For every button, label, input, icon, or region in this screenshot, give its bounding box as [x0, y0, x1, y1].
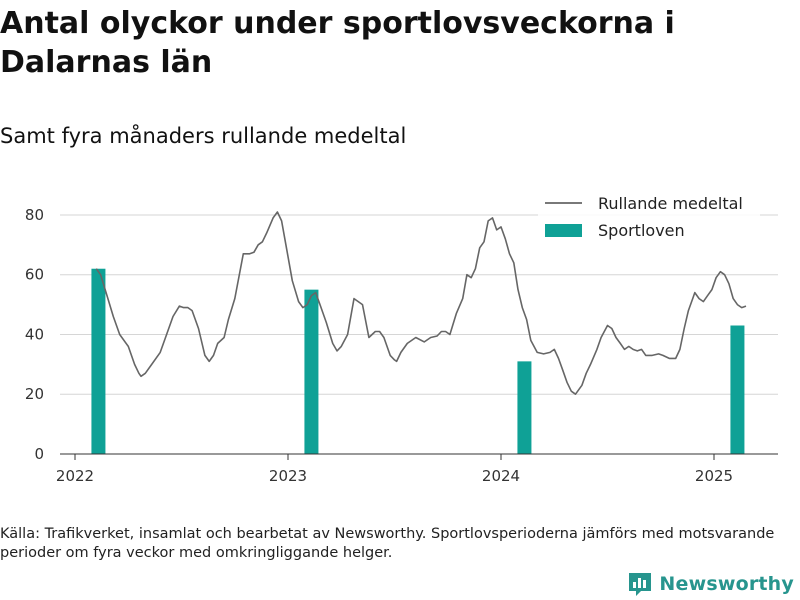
x-tick-label: 2022	[56, 467, 94, 485]
line-series-rullande-medeltal	[95, 211, 747, 395]
legend-background	[538, 188, 760, 250]
legend-label-sportloven: Sportloven	[598, 221, 685, 240]
bar-sportloven	[91, 268, 106, 454]
bar-sportloven	[517, 361, 532, 454]
bar-sportloven	[730, 325, 745, 454]
source-note: Källa: Trafikverket, insamlat och bearbe…	[0, 526, 775, 561]
legend-bar-swatch	[545, 224, 582, 237]
bar-chart-logo-icon	[629, 572, 652, 596]
brand-name: Newsworthy	[659, 573, 794, 595]
x-tick-label: 2024	[482, 467, 520, 485]
bar-series-sportloven	[91, 268, 745, 454]
chart-subtitle: Samt fyra månaders rullande medeltal	[0, 124, 407, 148]
legend-label-rullande-medeltal: Rullande medeltal	[598, 194, 743, 213]
y-tick-label: 20	[25, 385, 44, 403]
x-tick-label: 2025	[695, 467, 733, 485]
y-tick-label: 80	[25, 206, 44, 224]
y-tick-label: 40	[25, 325, 44, 343]
chart: 0 20 40 60 80 2022 2023 2024 2025 Rullande medel…	[25, 188, 778, 485]
brand-logo[interactable]: Newsworthy	[627, 570, 794, 598]
legend: Rullande medeltal Sportloven	[538, 188, 760, 250]
chart-title: Antal olyckor under sportlovsveckorna i …	[0, 6, 675, 80]
line-rullande-medeltal	[95, 211, 747, 395]
axes: 0 20 40 60 80 2022 2023 2024 2025	[25, 206, 778, 485]
y-tick-label: 0	[34, 445, 44, 463]
x-tick-label: 2023	[269, 467, 307, 485]
bar-sportloven	[304, 289, 319, 454]
y-tick-label: 60	[25, 266, 44, 284]
